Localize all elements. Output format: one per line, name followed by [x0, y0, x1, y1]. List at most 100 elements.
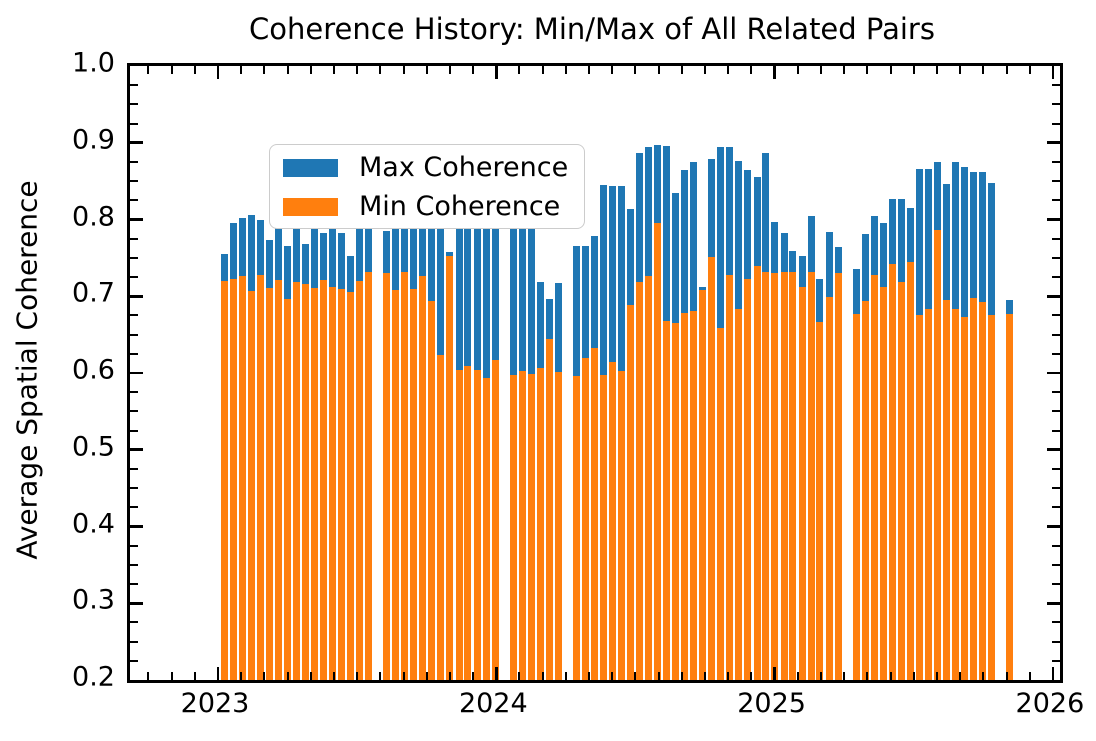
x-tick — [472, 66, 475, 74]
x-tick — [773, 667, 776, 680]
y-tick — [1052, 621, 1060, 624]
x-tick — [379, 66, 382, 74]
x-tick — [170, 66, 173, 74]
x-tick-label: 2024 — [458, 688, 528, 719]
y-tick — [130, 487, 138, 490]
max-coherence-bar — [482, 224, 490, 379]
x-tick — [1028, 66, 1031, 74]
min-coherence-bar — [618, 371, 626, 680]
max-coherence-bar — [789, 250, 797, 273]
max-coherence-bar — [599, 184, 607, 376]
x-tick — [425, 672, 428, 680]
min-coherence-bar — [328, 287, 336, 680]
y-tick — [1052, 583, 1060, 586]
min-coherence-bar — [663, 320, 671, 680]
y-tick — [130, 103, 138, 106]
x-tick — [193, 672, 196, 680]
x-tick-label: 2026 — [1015, 688, 1085, 719]
x-tick — [518, 672, 521, 680]
y-tick-label: 0.9 — [72, 124, 115, 156]
max-coherence-bar — [690, 161, 698, 311]
x-tick — [657, 672, 660, 680]
max-coherence-swatch — [283, 159, 338, 177]
x-tick — [680, 66, 683, 74]
min-coherence-bar — [672, 323, 680, 680]
max-coherence-bar — [446, 251, 454, 256]
min-coherence-bar — [572, 376, 580, 680]
max-coherence-bar — [915, 168, 923, 315]
y-tick-label: 0.2 — [72, 661, 115, 693]
max-coherence-bar — [870, 216, 878, 275]
y-tick — [130, 601, 143, 605]
max-coherence-bar — [238, 217, 246, 277]
max-coherence-bar — [572, 245, 580, 377]
max-coherence-bar — [292, 214, 300, 282]
x-tick — [216, 667, 220, 680]
min-coherence-bar — [951, 308, 959, 680]
x-tick — [518, 66, 521, 74]
min-coherence-swatch — [283, 198, 338, 216]
legend-row-min: Min Coherence — [270, 193, 584, 221]
max-coherence-bar — [970, 171, 978, 298]
x-tick — [634, 672, 637, 680]
max-coherence-bar — [726, 146, 734, 275]
min-coherence-bar — [699, 290, 707, 680]
max-coherence-bar — [780, 233, 788, 273]
max-coherence-bar — [220, 254, 228, 281]
min-coherence-bar — [690, 310, 698, 680]
y-tick-label: 0.6 — [72, 354, 115, 386]
max-coherence-bar — [888, 198, 896, 264]
min-coherence-bar — [256, 274, 264, 680]
x-tick — [1051, 66, 1055, 79]
min-coherence-bar — [482, 378, 490, 680]
min-coherence-bar — [419, 276, 427, 680]
y-tick — [130, 199, 138, 202]
min-coherence-bar — [554, 372, 562, 680]
x-tick — [982, 672, 985, 680]
y-tick — [1047, 448, 1060, 452]
min-coherence-bar — [410, 288, 418, 680]
y-tick — [1052, 333, 1060, 336]
max-coherence-bar — [933, 161, 941, 231]
x-tick — [843, 672, 846, 680]
legend-label-max: Max Coherence — [359, 152, 569, 183]
min-coherence-bar — [247, 290, 255, 680]
x-tick-label: 2023 — [180, 688, 250, 719]
min-coherence-bar — [654, 223, 662, 680]
y-tick — [1052, 276, 1060, 279]
max-coherence-bar — [428, 184, 436, 301]
x-tick — [796, 672, 799, 680]
max-coherence-bar — [229, 222, 237, 280]
min-coherence-bar — [636, 282, 644, 680]
x-tick — [634, 66, 637, 74]
max-coherence-bar — [509, 210, 517, 376]
min-coherence-bar — [780, 272, 788, 680]
y-tick — [1047, 218, 1060, 221]
max-coherence-bar — [1006, 300, 1014, 314]
max-coherence-bar — [581, 245, 589, 358]
min-coherence-bar — [753, 265, 761, 680]
min-coherence-bar — [428, 300, 436, 680]
min-coherence-bar — [771, 273, 779, 680]
x-tick — [402, 66, 405, 74]
x-tick — [1051, 667, 1055, 680]
max-coherence-bar — [536, 282, 544, 368]
x-tick — [309, 66, 312, 74]
y-tick — [130, 640, 138, 643]
x-tick — [170, 672, 173, 680]
x-tick — [541, 66, 544, 74]
min-coherence-bar — [744, 278, 752, 680]
max-coherence-bar — [319, 232, 327, 281]
x-tick — [332, 672, 335, 680]
x-tick — [564, 66, 567, 74]
max-coherence-bar — [338, 232, 346, 290]
min-coherence-bar — [897, 282, 905, 680]
y-tick — [130, 141, 143, 145]
y-tick — [130, 84, 138, 87]
y-tick-label: 0.5 — [72, 431, 115, 463]
max-coherence-bar — [924, 168, 932, 310]
min-coherence-bar — [545, 339, 553, 680]
max-coherence-bar — [988, 182, 996, 316]
max-coherence-bar — [753, 176, 761, 266]
x-tick — [959, 672, 962, 680]
